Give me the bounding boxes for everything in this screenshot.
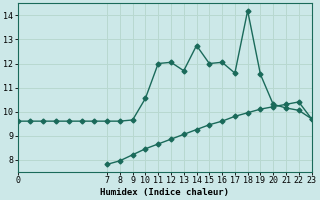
X-axis label: Humidex (Indice chaleur): Humidex (Indice chaleur)	[100, 188, 229, 197]
